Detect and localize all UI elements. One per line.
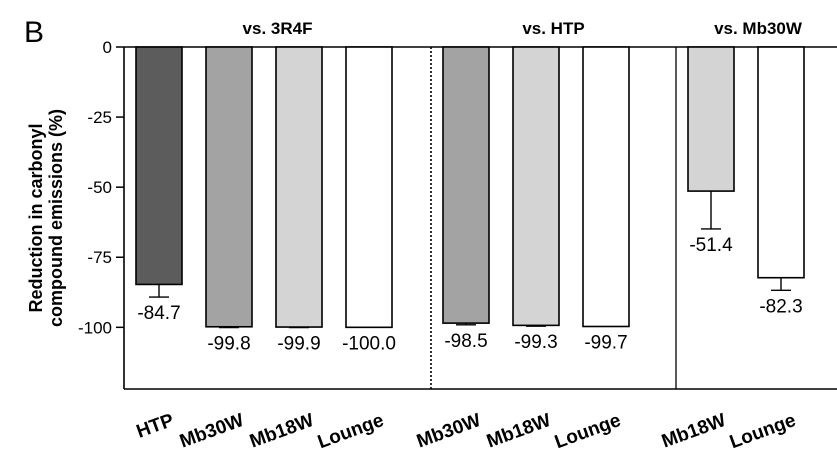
y-axis-title-line-2: compound emissions (%)	[46, 109, 66, 327]
y-tick-label: -100	[78, 318, 112, 337]
bar	[442, 46, 490, 324]
y-tick-label: -50	[87, 178, 112, 197]
bar	[757, 46, 805, 279]
y-tick-label: -25	[87, 108, 112, 127]
x-tick-label: Mb18W	[659, 410, 729, 453]
y-tick-label: 0	[103, 38, 112, 57]
x-tick-label: Mb18W	[484, 410, 554, 453]
bar	[512, 46, 560, 327]
y-tick-label: -75	[87, 248, 112, 267]
group-title: vs. Mb30W	[714, 19, 803, 38]
data-label: -99.3	[514, 332, 557, 353]
x-tick-label: Lounge	[552, 410, 624, 453]
data-label: -99.7	[584, 332, 627, 353]
x-tick-label: Mb30W	[177, 410, 247, 453]
data-label: -99.9	[277, 334, 320, 355]
bar	[582, 46, 630, 328]
data-label: -82.3	[759, 296, 802, 317]
group-title: vs. HTP	[522, 19, 584, 38]
data-label: -100.0	[342, 333, 396, 354]
data-label: -98.5	[444, 331, 487, 352]
group-title: vs. 3R4F	[243, 19, 313, 38]
y-axis-title: Reduction in carbonyl compound emissions…	[26, 109, 66, 327]
bar	[345, 46, 393, 329]
y-axis-title-line-1: Reduction in carbonyl	[26, 123, 46, 312]
bar	[687, 46, 735, 192]
x-tick-label: Mb30W	[414, 410, 484, 453]
data-label: -51.4	[689, 235, 733, 256]
x-tick-label: Lounge	[727, 410, 799, 453]
x-tick-label: Mb18W	[247, 410, 317, 453]
bar	[135, 46, 183, 286]
data-label: -84.7	[137, 303, 180, 324]
bar	[205, 46, 253, 328]
bar	[275, 46, 323, 328]
plot-area: 0 -25 -50 -75 -100 -84.7 HTP -99.8 Mb30W -99.9 Mb1…	[78, 19, 837, 453]
panel-label: B	[24, 16, 44, 49]
x-tick-label: Lounge	[315, 410, 387, 453]
data-label: -99.8	[207, 334, 250, 355]
x-tick-label: HTP	[134, 410, 177, 443]
